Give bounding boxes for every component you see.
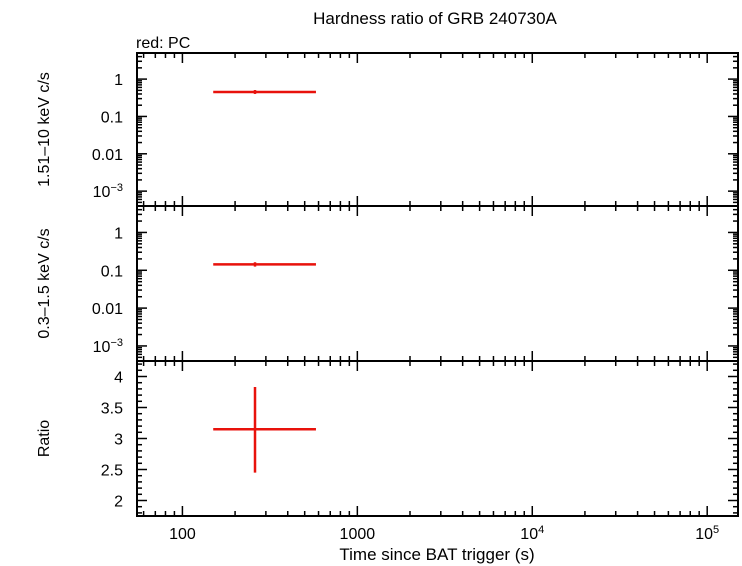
y-axis-label: Ratio [36, 420, 53, 457]
y-tick-label: 10−3 [93, 337, 123, 356]
panel-frame [136, 205, 739, 362]
x-tick-label: 1000 [340, 526, 376, 543]
y-tick-label: 0.01 [92, 147, 123, 164]
y-tick-label: 0.01 [92, 301, 123, 318]
y-tick-label: 1 [114, 225, 123, 242]
x-tick-label: 105 [695, 524, 719, 543]
y-tick-label: 0.1 [101, 263, 123, 280]
y-tick-label: 10−3 [93, 182, 123, 201]
panel-ratio: Ratio 4 3.5 3 2.5 2 [36, 360, 739, 517]
chart-title: Hardness ratio of GRB 240730A [313, 9, 557, 28]
chart-subtitle: red: PC [136, 35, 190, 52]
panel-hard-band: 1.51–10 keV c/s 1 0.1 0.01 10−3 [36, 52, 739, 207]
panel-frame [136, 52, 739, 207]
y-tick-label: 1 [114, 72, 123, 89]
y-tick-label: 3.5 [101, 401, 123, 418]
x-axis-label: Time since BAT trigger (s) [339, 545, 534, 564]
x-axis: 100 1000 104 105 [169, 524, 719, 543]
x-tick-label: 100 [169, 526, 196, 543]
panel-soft-band: 0.3–1.5 keV c/s 1 0.1 0.01 10−3 [36, 205, 739, 362]
panel-frame [136, 360, 739, 517]
y-tick-label: 4 [114, 370, 123, 387]
y-tick-label: 2 [114, 494, 123, 511]
y-tick-label: 2.5 [101, 463, 123, 480]
y-tick-label: 0.1 [101, 109, 123, 126]
x-tick-label: 104 [520, 524, 544, 543]
y-tick-label: 3 [114, 432, 123, 449]
y-axis-label: 1.51–10 keV c/s [36, 72, 53, 187]
y-axis-label: 0.3–1.5 keV c/s [36, 228, 53, 338]
